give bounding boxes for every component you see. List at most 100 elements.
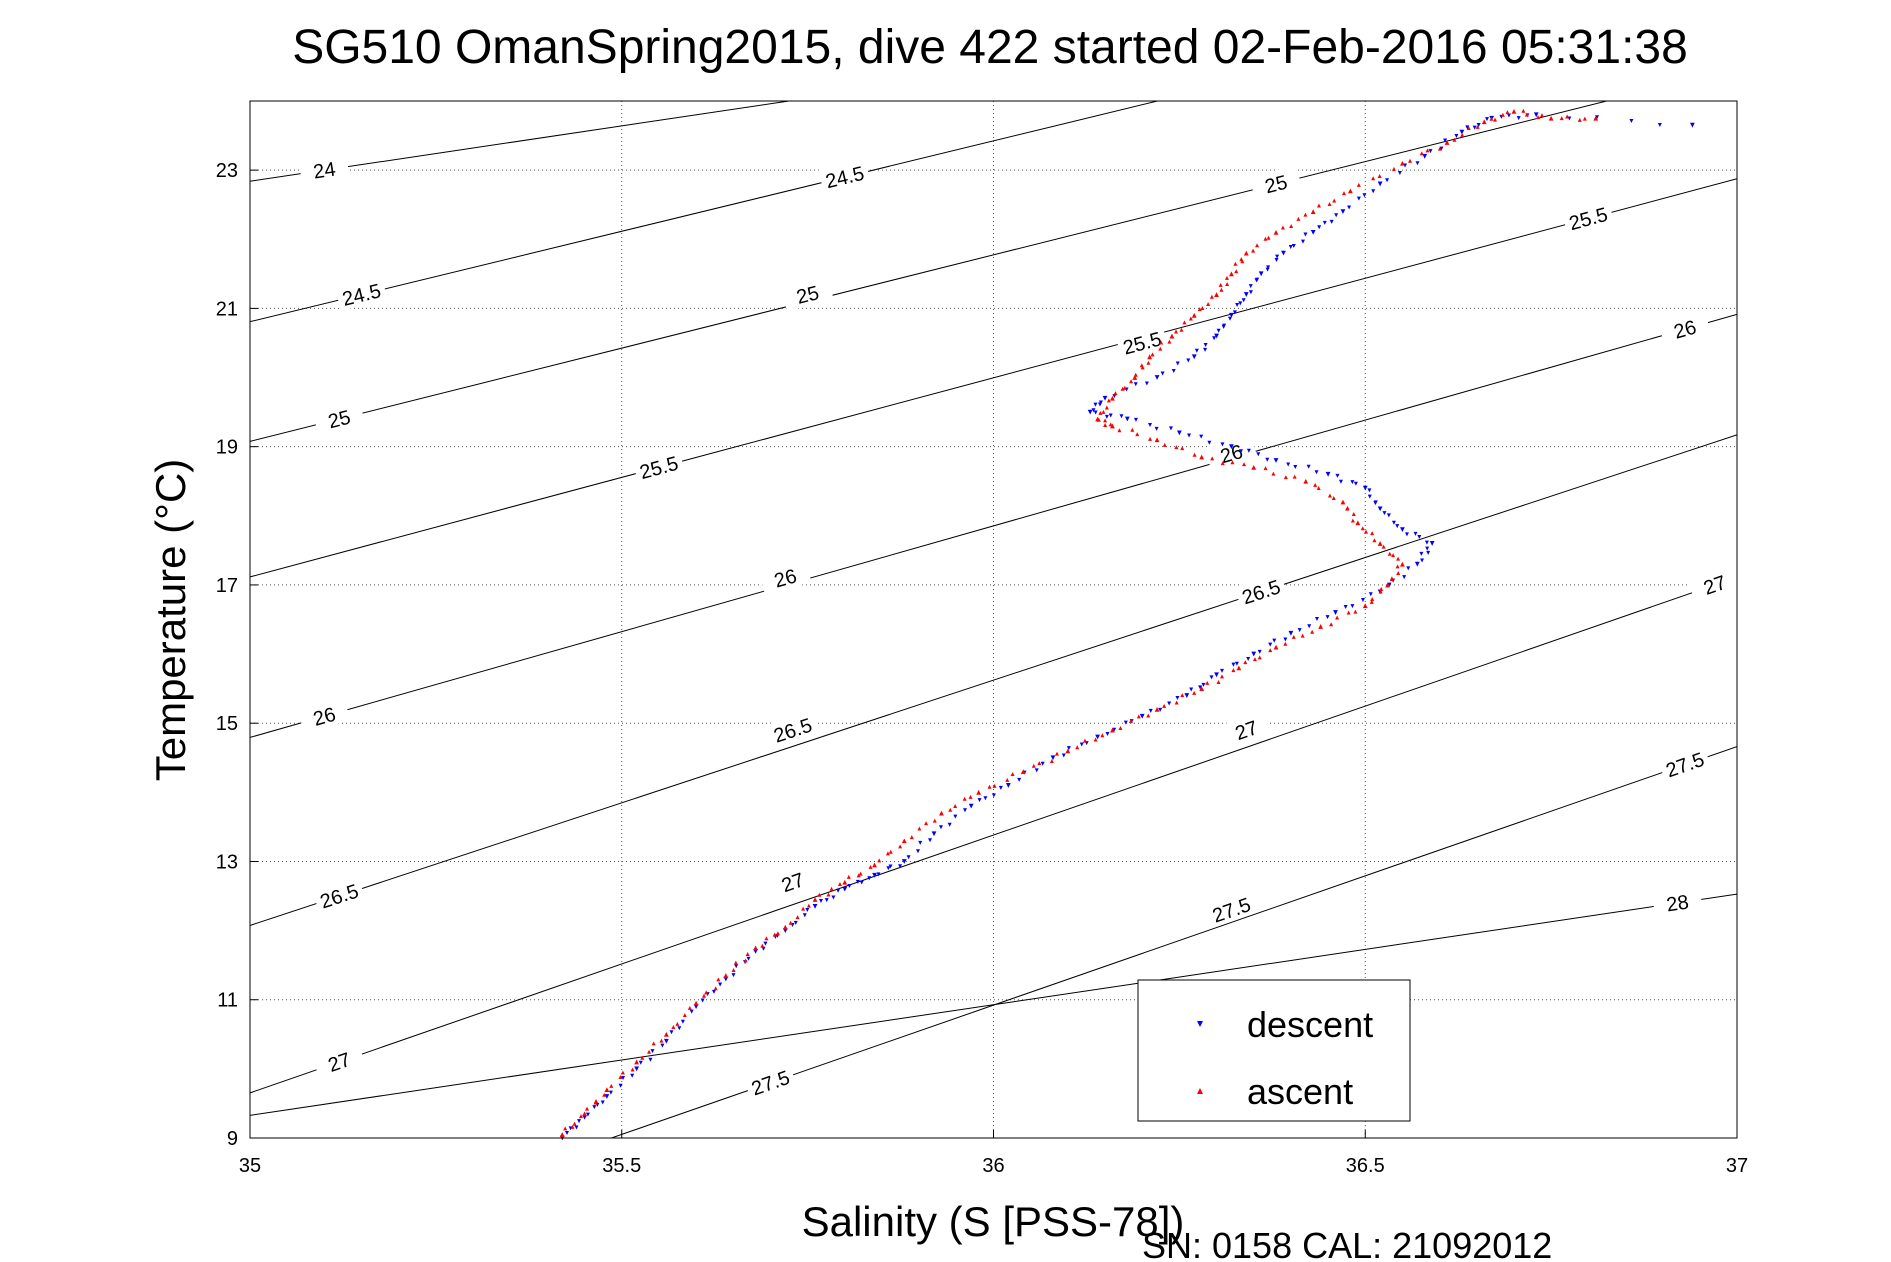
ascent-trail-point [1372, 538, 1377, 543]
legend: descent ascent [1137, 979, 1411, 1122]
ascent-point [1110, 727, 1115, 733]
ascent-point [1548, 115, 1554, 121]
x-tick-label: 35.5 [602, 1155, 641, 1177]
axis-ticks: 35 35.5 36 36.5 37 9 11 13 15 17 19 21 23 [216, 160, 1748, 1177]
ascent-trail-point [1460, 132, 1465, 137]
descent-trail-point [963, 808, 968, 813]
ascent-point [1355, 520, 1361, 526]
ascent-trail-point [1167, 339, 1172, 344]
descent-trail-point [1171, 368, 1176, 373]
descent-point [1340, 209, 1346, 215]
ascent-trail-point [992, 783, 997, 788]
ascent-trail-point [675, 1021, 680, 1026]
ascent-trail-point [1133, 372, 1138, 377]
ascent-trail-point [1351, 512, 1356, 517]
ascent-trail-point [1493, 117, 1498, 122]
ascent-trail-point [1174, 700, 1179, 705]
ascent-trail-point [1218, 282, 1223, 287]
ascent-trail-point [1291, 634, 1296, 639]
descent-point [1414, 561, 1420, 567]
contour-label-bg [298, 153, 350, 185]
ascent-trail-point [743, 958, 748, 963]
ascent-trail-point [968, 794, 973, 799]
descent-trail-point [1246, 448, 1251, 453]
contour-line-25 [250, 101, 1609, 442]
descent-trail-point [1175, 361, 1180, 366]
descent-trail-point [998, 785, 1003, 790]
ascent-trail-point [1128, 718, 1133, 723]
descent-trail-point [1325, 615, 1330, 620]
ascent-point [1169, 333, 1175, 339]
ascent-point [1147, 354, 1153, 360]
descent-trail-point [1428, 149, 1433, 154]
descent-trail-point [1415, 161, 1420, 166]
ascent-trail-point [1377, 174, 1382, 179]
descent-trail-point [831, 895, 836, 900]
ascent-trail-point [1300, 633, 1305, 638]
legend-label-descent: descent [1247, 1004, 1373, 1045]
ascent-point [1310, 209, 1316, 215]
legend-box [1137, 979, 1411, 1122]
descent-trail-point [1297, 628, 1302, 633]
ascent-point [1303, 478, 1309, 484]
ascent-point [1199, 686, 1205, 692]
descent-trail-point [1443, 138, 1448, 143]
descent-trail-point [818, 898, 823, 903]
descent-point [1184, 693, 1190, 698]
descent-trail-point [1256, 452, 1261, 457]
ascent-point [782, 924, 788, 930]
ascent-point [559, 1132, 565, 1137]
ascent-point [1481, 119, 1487, 125]
descent-trail-point [947, 822, 952, 827]
descent-trail-point [650, 1049, 655, 1054]
ascent-trail-point [1100, 733, 1105, 738]
descent-trail-point [867, 876, 872, 881]
descent-trail-point [1123, 720, 1128, 725]
contour-label: 25 [326, 407, 353, 434]
descent-trail-point [648, 1057, 653, 1062]
descent-trail-point [1257, 649, 1262, 654]
contour-label-bg [312, 1041, 366, 1081]
descent-trail-point [1105, 732, 1110, 737]
chart-title: SG510 OmanSpring2015, dive 422 started 0… [292, 21, 1688, 74]
contour-label-bg [1658, 310, 1712, 347]
descent-trail-point [1265, 267, 1270, 272]
ascent-trail-point [953, 804, 958, 809]
ascent-trail-point [1346, 610, 1351, 615]
descent-trail-point [1133, 382, 1138, 387]
ascent-point [1132, 375, 1138, 380]
ascent-trail-point [731, 967, 736, 972]
descent-trail-point [1350, 480, 1355, 485]
descent-trail-point [1397, 170, 1402, 175]
ascent-trail-point [1113, 391, 1118, 396]
contour-label: 25 [794, 282, 821, 309]
descent-trail-point [1595, 115, 1600, 120]
ascent-trail-point [620, 1070, 625, 1075]
descent-trail-point [1629, 118, 1634, 123]
descent-point [1533, 112, 1539, 118]
ascent-trail-point [647, 1049, 652, 1054]
descent-trail-point [1203, 347, 1208, 352]
ascent-trail-point [1188, 316, 1193, 321]
descent-trail-point [1148, 422, 1153, 427]
ascent-trail-point [1389, 576, 1394, 581]
descent-trail-point [1093, 410, 1098, 415]
ascent-trail-point [1266, 235, 1271, 240]
contour-label-bg [335, 276, 388, 311]
descent-trail-point [1198, 685, 1203, 690]
x-tick-label: 35 [239, 1155, 261, 1177]
descent-point [1124, 416, 1130, 422]
descent-trail-point [565, 1131, 570, 1136]
ascent-trail-point [716, 977, 721, 982]
ascent-trail-point [1174, 445, 1179, 450]
descent-trail-point [1307, 624, 1312, 629]
ascent-trail-point [1234, 269, 1239, 274]
x-tick-label: 36 [982, 1155, 1004, 1177]
ascent-trail-point [682, 1013, 687, 1018]
ascent-trail-point [1082, 738, 1087, 743]
descent-trail-point [1232, 310, 1237, 315]
descent-trail-point [1209, 675, 1214, 680]
contour-line-27 [250, 576, 1737, 1094]
descent-trail-point [918, 840, 923, 845]
descent-trail-point [1158, 707, 1163, 712]
